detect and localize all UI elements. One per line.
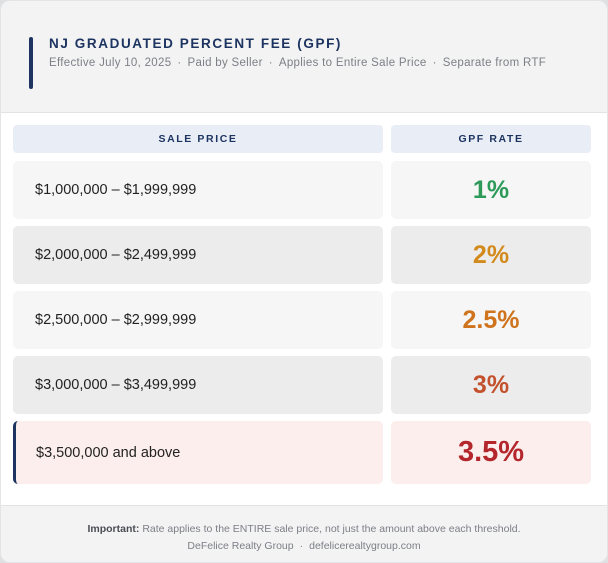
meta-separator: ·: [432, 57, 437, 69]
table-row-price-highlighted: $3,500,000 and above: [13, 421, 383, 484]
column-header-sale-price: SALE PRICE: [13, 125, 383, 153]
brand-url: defelicerealtygroup.com: [309, 540, 421, 552]
column-header-gpf-rate: GPF RATE: [391, 125, 591, 153]
table-row-rate: 2%: [391, 226, 591, 284]
card-header: NJ GRADUATED PERCENT FEE (GPF) Effective…: [1, 1, 607, 113]
table-row-rate: 3%: [391, 356, 591, 414]
table-row-price: $3,000,000 – $3,499,999: [13, 356, 383, 414]
meta-applies-to: Applies to Entire Sale Price: [278, 57, 427, 69]
table-row-price: $1,000,000 – $1,999,999: [13, 161, 383, 219]
subtitle: Effective July 10, 2025 · Paid by Seller · A…: [49, 57, 546, 69]
table-row-price: $2,000,000 – $2,499,999: [13, 226, 383, 284]
card-footer: Important: Rate applies to the ENTIRE sa…: [1, 505, 607, 562]
table-row-rate-highlighted: 3.5%: [391, 421, 591, 484]
footer-brand: DeFelice Realty Group · defelicerealtygrou…: [1, 540, 607, 552]
table-row-rate: 2.5%: [391, 291, 591, 349]
meta-separator: ·: [177, 57, 182, 69]
table-row-rate: 1%: [391, 161, 591, 219]
footer-note: Important: Rate applies to the ENTIRE sa…: [1, 523, 607, 535]
table-row-price: $2,500,000 – $2,999,999: [13, 291, 383, 349]
brand-separator: ·: [299, 540, 304, 552]
meta-effective-date: Effective July 10, 2025: [49, 57, 172, 69]
page-title: NJ GRADUATED PERCENT FEE (GPF): [49, 36, 343, 51]
meta-separator: ·: [268, 57, 273, 69]
meta-separate-from: Separate from RTF: [442, 57, 547, 69]
accent-bar: [29, 37, 33, 89]
brand-name: DeFelice Realty Group: [187, 540, 294, 552]
note-text: Rate applies to the ENTIRE sale price, n…: [142, 523, 521, 535]
note-label: Important:: [87, 523, 140, 535]
meta-paid-by: Paid by Seller: [187, 57, 263, 69]
